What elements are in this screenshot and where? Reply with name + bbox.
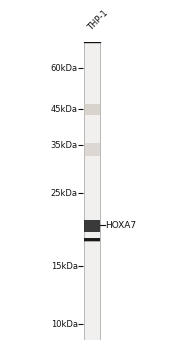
Bar [84,239,100,241]
Bar [84,42,100,340]
Bar [84,238,100,240]
Bar [84,238,100,240]
Bar [84,238,100,240]
Bar [84,240,100,242]
Text: HOXA7: HOXA7 [105,221,136,230]
Bar [84,143,100,156]
Bar [84,239,100,241]
Bar [84,240,100,242]
Text: 15kDa: 15kDa [51,262,78,271]
Text: 35kDa: 35kDa [51,141,78,150]
Bar [84,238,100,240]
Text: THP-1: THP-1 [86,8,110,32]
Bar [84,238,100,240]
Text: 25kDa: 25kDa [51,189,78,198]
Bar [84,239,100,241]
Text: 45kDa: 45kDa [51,105,78,114]
Bar [84,239,100,241]
Bar [84,239,100,241]
Bar [84,239,100,241]
Bar [84,239,100,241]
Bar [84,220,100,232]
Text: 10kDa: 10kDa [51,320,78,329]
Text: 60kDa: 60kDa [51,64,78,72]
Bar [84,104,100,115]
Bar [84,238,100,240]
